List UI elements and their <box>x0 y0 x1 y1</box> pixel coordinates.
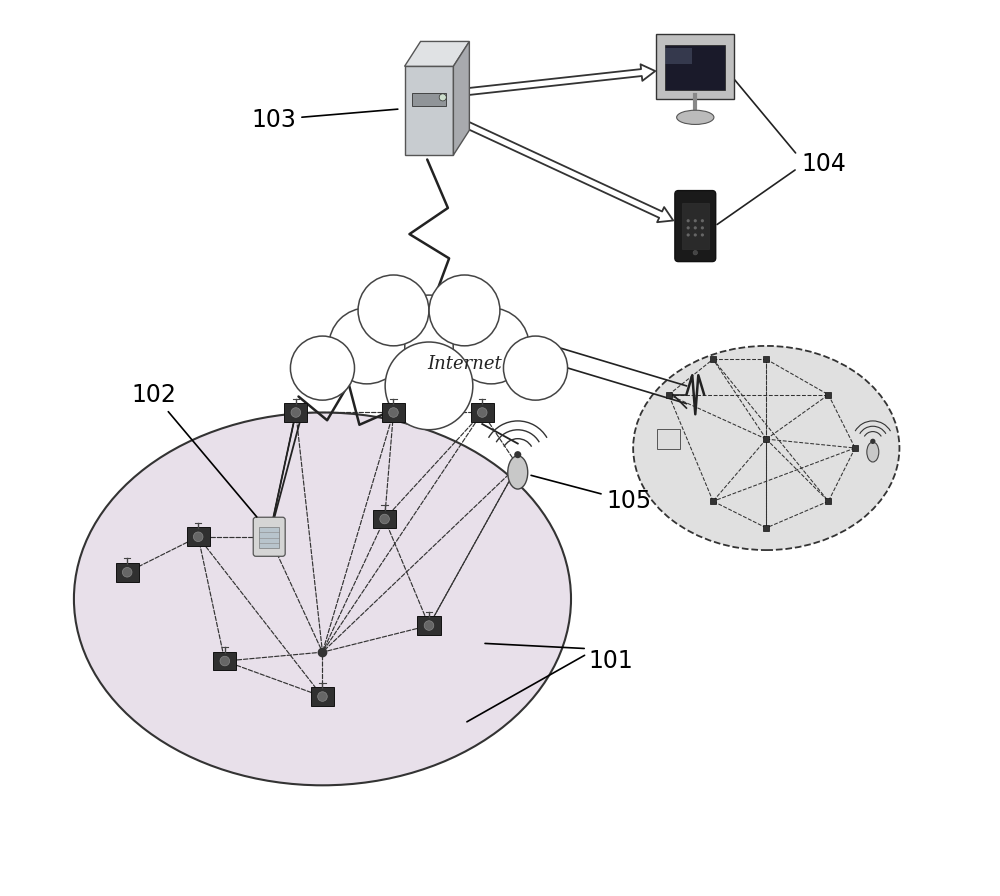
FancyBboxPatch shape <box>657 429 680 449</box>
FancyBboxPatch shape <box>665 45 725 90</box>
FancyBboxPatch shape <box>187 528 210 547</box>
Text: 102: 102 <box>132 383 257 517</box>
Circle shape <box>694 220 697 222</box>
Circle shape <box>439 94 446 101</box>
Circle shape <box>687 227 690 229</box>
FancyBboxPatch shape <box>373 510 396 529</box>
FancyBboxPatch shape <box>471 403 494 422</box>
FancyBboxPatch shape <box>382 403 405 422</box>
FancyBboxPatch shape <box>412 93 446 107</box>
Ellipse shape <box>633 346 899 550</box>
Circle shape <box>290 336 355 401</box>
Ellipse shape <box>867 442 879 462</box>
Polygon shape <box>453 41 469 155</box>
Circle shape <box>220 656 230 666</box>
FancyBboxPatch shape <box>656 34 734 99</box>
FancyBboxPatch shape <box>116 563 139 582</box>
Circle shape <box>389 408 398 418</box>
Polygon shape <box>405 41 469 66</box>
Circle shape <box>514 451 521 458</box>
FancyBboxPatch shape <box>682 203 709 249</box>
Circle shape <box>687 233 690 237</box>
Ellipse shape <box>305 314 553 403</box>
Circle shape <box>380 514 389 524</box>
Circle shape <box>358 275 429 346</box>
Circle shape <box>193 532 203 541</box>
Circle shape <box>503 336 568 401</box>
Circle shape <box>701 233 704 237</box>
Text: Internet: Internet <box>427 355 502 373</box>
Circle shape <box>701 220 704 222</box>
Circle shape <box>429 275 500 346</box>
Circle shape <box>694 227 697 229</box>
FancyBboxPatch shape <box>253 517 285 556</box>
FancyBboxPatch shape <box>259 527 279 548</box>
Circle shape <box>453 308 529 383</box>
FancyBboxPatch shape <box>417 616 441 635</box>
Circle shape <box>687 220 690 222</box>
Circle shape <box>383 295 475 388</box>
Ellipse shape <box>508 456 528 489</box>
Circle shape <box>424 621 434 630</box>
FancyBboxPatch shape <box>405 66 453 155</box>
Ellipse shape <box>677 110 714 125</box>
FancyBboxPatch shape <box>675 191 716 262</box>
Text: 101: 101 <box>589 649 634 673</box>
Text: 105: 105 <box>531 476 652 513</box>
Ellipse shape <box>74 412 571 785</box>
Text: 104: 104 <box>802 152 847 176</box>
Circle shape <box>477 408 487 418</box>
FancyBboxPatch shape <box>213 651 236 670</box>
Circle shape <box>701 227 704 229</box>
FancyBboxPatch shape <box>311 687 334 706</box>
Circle shape <box>329 308 405 383</box>
FancyBboxPatch shape <box>284 403 307 422</box>
Circle shape <box>693 251 698 255</box>
Circle shape <box>291 408 301 418</box>
Text: 103: 103 <box>251 108 398 132</box>
Circle shape <box>385 342 473 430</box>
Circle shape <box>870 439 875 444</box>
Circle shape <box>694 233 697 237</box>
Circle shape <box>318 692 327 702</box>
Circle shape <box>122 567 132 577</box>
FancyBboxPatch shape <box>665 48 692 65</box>
